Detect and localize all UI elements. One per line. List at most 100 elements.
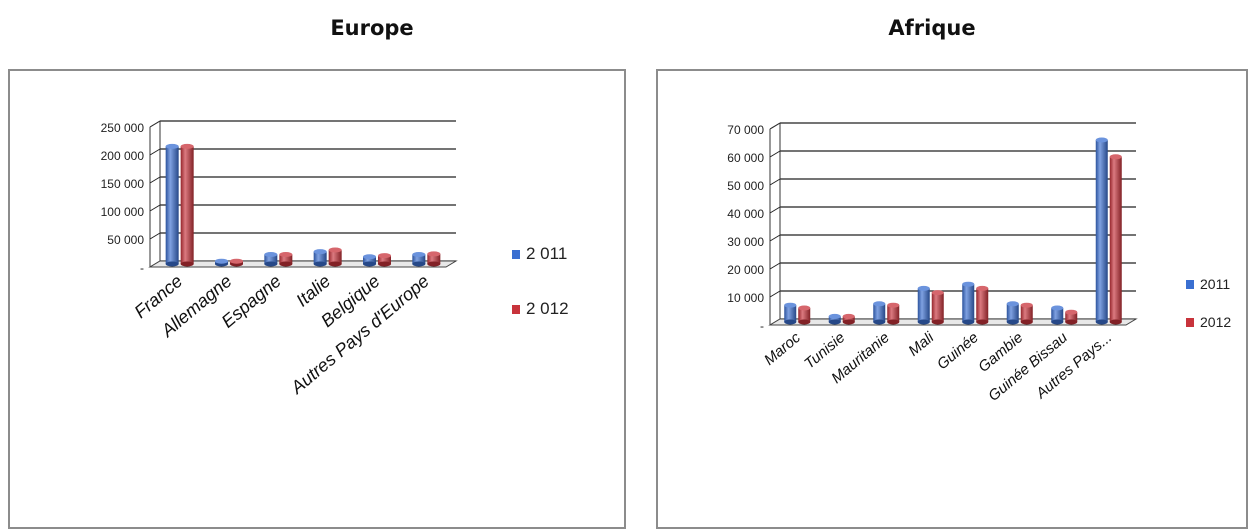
- y-tick-label: 50 000: [727, 179, 764, 193]
- legend-swatch-2-012: [512, 305, 520, 314]
- bar-cap: [873, 301, 886, 307]
- legend-label-2-011: 2 011: [526, 244, 567, 263]
- bar-cap: [378, 253, 391, 259]
- bar-body: [1006, 303, 1019, 322]
- bar-autres-pays-d-europe-2-011: [412, 251, 426, 267]
- bar-base: [784, 319, 797, 325]
- bar-base: [264, 261, 278, 267]
- bar-espagne-2-012: [279, 251, 293, 267]
- bar-espagne-2-011: [264, 251, 278, 267]
- bar-body: [279, 254, 293, 264]
- bar-base: [279, 261, 293, 267]
- chart-floor: [768, 318, 1138, 326]
- bar-cap: [230, 258, 243, 264]
- legend-label-2011: 2011: [1200, 276, 1230, 292]
- chart-floor: [148, 260, 458, 268]
- bar-guinee-2012: [976, 285, 989, 325]
- bar-base: [427, 261, 441, 267]
- europe-panel-title: Europe: [330, 16, 414, 40]
- y-tick-label: 10 000: [727, 291, 764, 305]
- gridline-side: [149, 176, 161, 184]
- bar-body: [976, 288, 989, 322]
- bar-tunisie-2012: [842, 313, 855, 325]
- bar-cap: [798, 305, 811, 311]
- gridline-side: [769, 234, 781, 242]
- gridline-side: [149, 148, 161, 156]
- bar-cap: [180, 143, 194, 149]
- legend-swatch-2011: [1186, 280, 1194, 289]
- y-tick-label: 40 000: [727, 207, 764, 221]
- bar-body: [1109, 156, 1122, 322]
- bar-maroc-2012: [798, 305, 811, 325]
- bar-cap: [1006, 301, 1019, 307]
- bar-belgique-2-011: [363, 254, 376, 267]
- back-wall: [160, 121, 456, 261]
- bar-base: [1109, 319, 1122, 325]
- europe-chart-panel: -50 000 100 000 150 000 200 000 250 000 Franc…: [8, 69, 626, 529]
- bar-base: [962, 319, 975, 325]
- legend-swatch-2-011: [512, 250, 520, 259]
- x-category-label: Italie: [292, 271, 334, 311]
- bar-autres-pays-2011: [1095, 137, 1108, 325]
- bar-mauritanie-2011: [873, 301, 886, 325]
- bar-france-2-011: [165, 143, 179, 267]
- y-tick-label: -: [760, 319, 764, 333]
- bar-base: [378, 261, 391, 267]
- y-tick-label: 30 000: [727, 235, 764, 249]
- bar-cap: [828, 313, 841, 319]
- gridline-side: [149, 232, 161, 240]
- bar-italie-2-012: [328, 247, 342, 267]
- bar-body: [180, 146, 194, 264]
- bar-guinee-bissau-2011: [1051, 305, 1064, 325]
- bar-body: [887, 305, 900, 322]
- bar-body: [798, 308, 811, 322]
- bar-guinee-2011: [962, 281, 975, 325]
- bar-cap: [784, 302, 797, 308]
- bar-tunisie-2011: [828, 313, 841, 325]
- bar-base: [828, 319, 841, 325]
- bar-cap: [412, 251, 426, 257]
- bar-cap: [962, 281, 975, 287]
- bar-base: [873, 319, 886, 325]
- legend-swatch-2012: [1186, 318, 1194, 327]
- bar-cap: [917, 285, 930, 291]
- bar-body: [784, 305, 797, 322]
- bar-cap: [215, 258, 228, 264]
- bar-base: [917, 319, 930, 325]
- bar-guinee-bissau-2012: [1065, 309, 1078, 325]
- y-tick-label: 200 000: [101, 149, 145, 163]
- bar-base: [887, 319, 900, 325]
- bar-cap: [264, 251, 278, 257]
- legend-label-2-012: 2 012: [526, 299, 569, 318]
- bar-autres-pays-d-europe-2-012: [427, 251, 441, 267]
- gridline-side: [769, 290, 781, 298]
- x-category-label: Maroc: [761, 329, 804, 369]
- bar-autres-pays-2012: [1109, 154, 1122, 325]
- y-tick-label: 70 000: [727, 123, 764, 137]
- bar-base: [313, 261, 327, 267]
- gridline-side: [769, 178, 781, 186]
- bar-base: [180, 261, 194, 267]
- bar-cap: [279, 251, 293, 257]
- bar-body: [873, 303, 886, 322]
- bar-base: [931, 319, 944, 325]
- bar-base: [165, 261, 179, 267]
- bar-allemagne-2-012: [230, 258, 243, 267]
- bar-cap: [363, 254, 376, 260]
- bar-cap: [887, 302, 900, 308]
- x-category-label: Autres Pays...: [1032, 329, 1115, 403]
- bar-cap: [842, 313, 855, 319]
- x-category-label: Guinée: [934, 329, 982, 373]
- bar-base: [1051, 319, 1064, 325]
- bar-base: [1006, 319, 1019, 325]
- bar-body: [427, 253, 441, 264]
- bar-base: [412, 261, 426, 267]
- bar-cap: [427, 251, 441, 257]
- bar-mauritanie-2012: [887, 302, 900, 325]
- bar-base: [976, 319, 989, 325]
- bar-base: [363, 261, 376, 267]
- bar-italie-2-011: [313, 249, 327, 267]
- y-tick-label: -: [140, 261, 144, 275]
- gridline-side: [149, 204, 161, 212]
